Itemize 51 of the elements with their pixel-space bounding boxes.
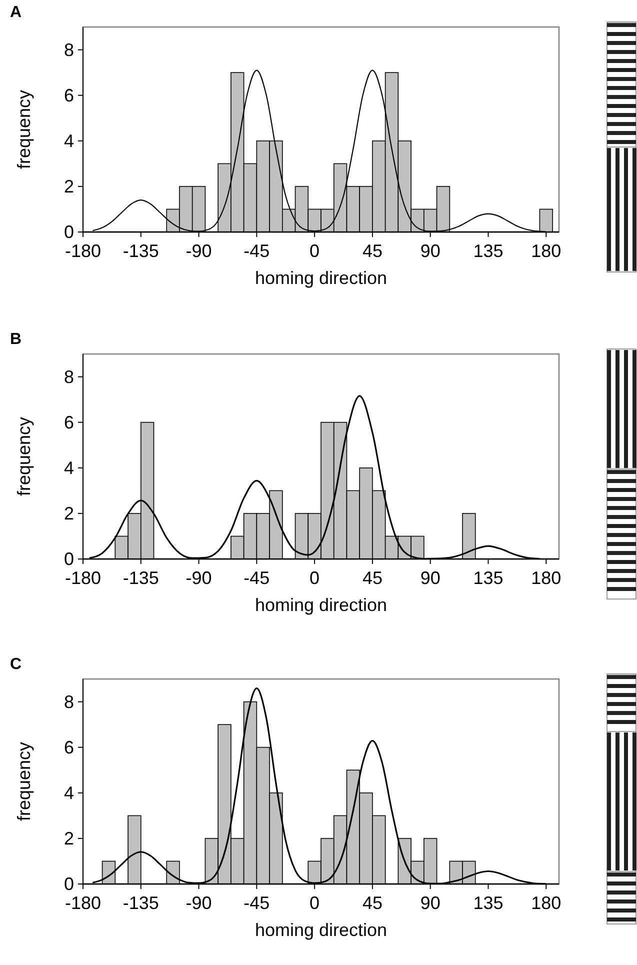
- x-tick-label: 90: [420, 568, 440, 588]
- x-tick-label: -90: [186, 568, 212, 588]
- y-tick-label: 0: [64, 222, 74, 242]
- y-tick-label: 2: [64, 176, 74, 196]
- x-tick-label: 90: [420, 893, 440, 913]
- x-tick-label: -45: [244, 568, 270, 588]
- x-tick-label: -135: [122, 241, 159, 261]
- x-tick-label: 0: [310, 568, 320, 588]
- x-tick-label: -90: [186, 241, 212, 261]
- y-tick-label: 4: [64, 458, 74, 478]
- chart-title: B: [10, 331, 22, 348]
- chart-title: A: [10, 4, 22, 21]
- x-tick-label: 135: [473, 568, 504, 588]
- x-tick-label: -180: [64, 568, 102, 588]
- y-tick-label: 6: [64, 737, 74, 758]
- x-tick-label: 0: [310, 893, 320, 913]
- x-tick-label: -135: [122, 568, 159, 588]
- chart-title: C: [10, 656, 22, 673]
- y-tick-label: 4: [64, 782, 74, 803]
- x-axis-title: homing direction: [254, 595, 388, 615]
- y-axis-title: frequency: [14, 90, 34, 170]
- x-tick-label: 90: [420, 241, 440, 261]
- y-tick-label: 0: [64, 874, 74, 894]
- x-tick-label: -45: [244, 893, 270, 913]
- x-tick-label: 45: [362, 241, 382, 261]
- y-tick-label: 8: [64, 692, 74, 712]
- y-tick-label: 4: [64, 130, 74, 151]
- x-tick-label: -135: [122, 893, 159, 913]
- x-tick-label: -180: [64, 241, 102, 261]
- x-tick-label: 0: [310, 241, 320, 261]
- y-tick-label: 8: [64, 40, 74, 60]
- x-tick-label: -90: [186, 893, 212, 913]
- x-axis-title: homing direction: [254, 920, 388, 940]
- y-tick-label: 0: [64, 549, 74, 569]
- x-tick-label: 180: [531, 241, 562, 261]
- y-tick-label: 8: [64, 366, 74, 387]
- x-axis-title: homing direction: [254, 268, 388, 288]
- y-tick-label: 2: [64, 503, 74, 524]
- y-axis-title: frequency: [14, 416, 34, 496]
- x-tick-label: 135: [473, 893, 504, 913]
- x-tick-label: 45: [362, 893, 382, 913]
- y-tick-label: 6: [64, 85, 74, 106]
- x-tick-label: -45: [244, 241, 270, 261]
- x-tick-label: 45: [362, 568, 382, 588]
- y-tick-label: 2: [64, 828, 74, 848]
- x-tick-label: -180: [64, 893, 102, 913]
- y-tick-label: 6: [64, 412, 74, 432]
- x-tick-label: 135: [473, 241, 504, 261]
- x-tick-label: 180: [531, 568, 562, 588]
- x-tick-label: 180: [531, 893, 562, 913]
- y-axis-title: frequency: [14, 742, 34, 822]
